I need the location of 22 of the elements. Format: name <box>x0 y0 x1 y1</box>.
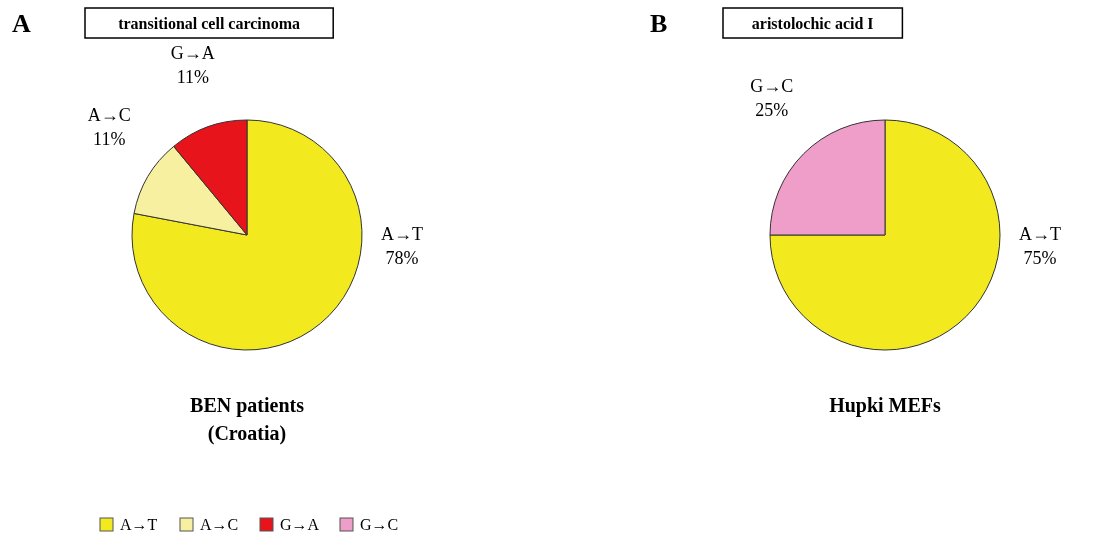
chart-title: transitional cell carcinoma <box>118 15 301 32</box>
text: B <box>650 9 668 38</box>
data-label: 75% <box>1023 248 1057 268</box>
text: Hupki MEFs <box>829 394 942 417</box>
text: BEN patients (Croatia) <box>190 394 305 445</box>
slice-label: A→T <box>381 224 423 244</box>
slice-label: G→A <box>170 42 215 63</box>
slice-label: G→C <box>750 76 794 97</box>
data-label: 78% <box>385 248 419 268</box>
legend-label: A→T <box>120 516 158 533</box>
legend-label: G→C <box>360 516 399 533</box>
pie-slice <box>769 119 1001 351</box>
data-label: 25% <box>755 100 789 121</box>
pie-slice <box>131 119 363 351</box>
legend-label: A→C <box>200 516 239 533</box>
text: A <box>12 9 31 38</box>
slice-label: A→T <box>1019 224 1061 244</box>
legend-label: G→A <box>280 516 320 533</box>
data-label: 11% <box>93 129 126 150</box>
slice-label: A→C <box>87 105 131 126</box>
chart-title: aristolochic acid I <box>751 15 874 32</box>
data-label: 11% <box>176 66 209 87</box>
